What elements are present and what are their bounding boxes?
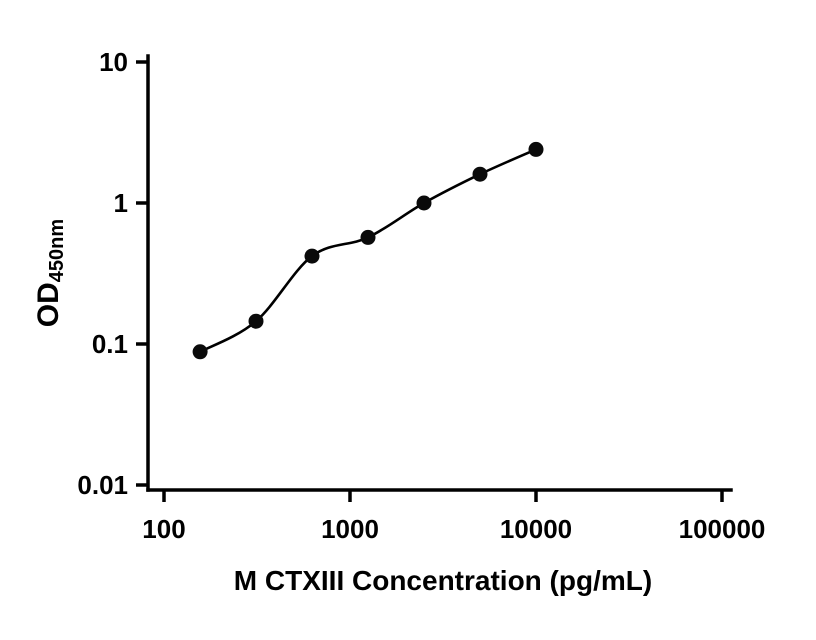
data-point xyxy=(248,313,264,329)
y-tick-label: 0.01 xyxy=(77,470,128,500)
data-point xyxy=(360,229,376,245)
y-tick-label: 10 xyxy=(99,47,128,77)
y-tick-label: 1 xyxy=(114,188,128,218)
data-point xyxy=(304,248,320,264)
x-tick-label: 10000 xyxy=(500,514,572,544)
axis-tick-labels: 100 1000 10000 100000 0.01 0.1 1 10 xyxy=(77,47,765,544)
data-point xyxy=(528,141,544,157)
axis-ticks xyxy=(136,60,724,502)
data-series xyxy=(192,141,544,360)
y-axis-title-subscript: 450nm xyxy=(46,219,68,282)
data-point xyxy=(192,344,208,360)
x-tick-label: 1000 xyxy=(321,514,379,544)
y-tick-label: 0.1 xyxy=(92,329,128,359)
x-tick-label: 100000 xyxy=(679,514,766,544)
x-tick-label: 100 xyxy=(142,514,185,544)
data-point xyxy=(416,195,432,211)
y-axis-title-main: OD xyxy=(32,282,65,327)
x-axis-title: M CTXIII Concentration (pg/mL) xyxy=(234,565,652,596)
data-point xyxy=(472,166,488,182)
axes xyxy=(146,54,733,492)
y-axis-title: OD450nm xyxy=(32,219,68,327)
